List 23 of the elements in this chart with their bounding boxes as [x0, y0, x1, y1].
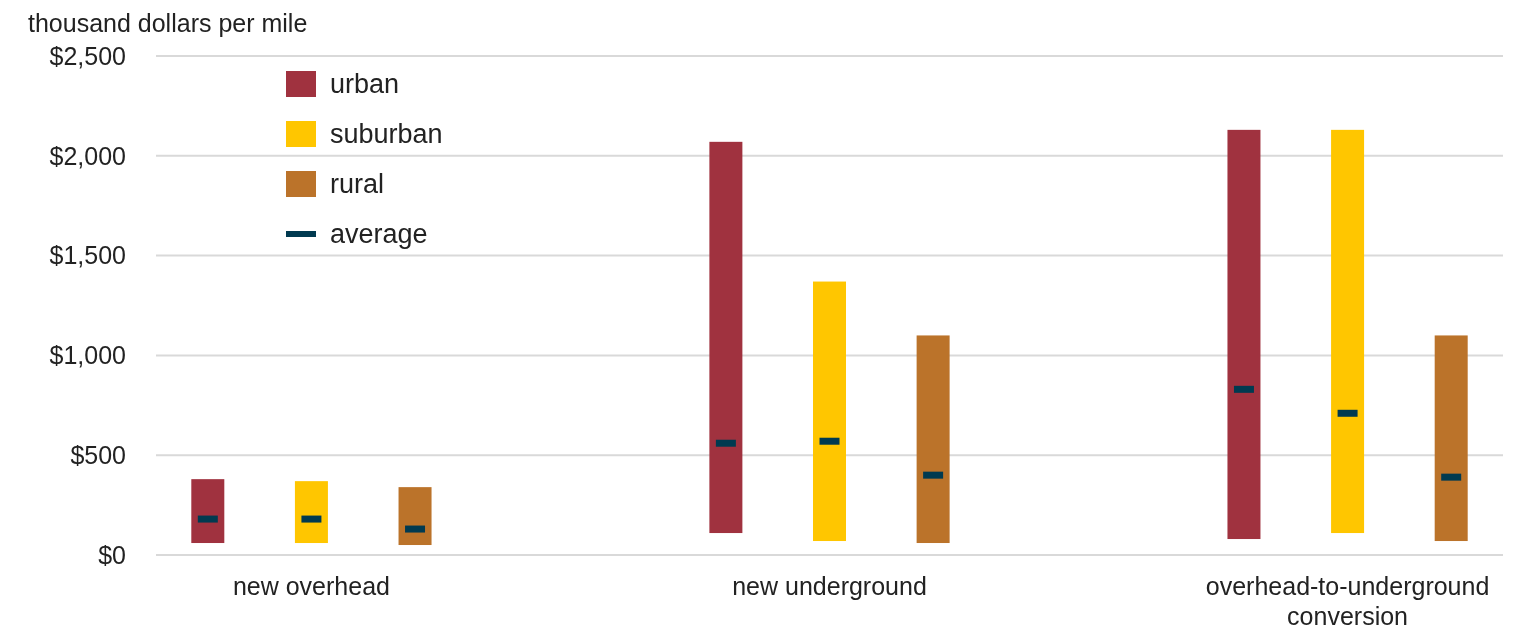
bar — [813, 281, 846, 542]
y-tick-label: $1,500 — [49, 241, 126, 270]
bar — [1227, 129, 1261, 540]
x-tick-label: new underground — [732, 572, 927, 600]
legend-label: suburban — [330, 119, 443, 150]
y-tick-label: $2,500 — [49, 41, 126, 70]
y-tick-label: $2,000 — [49, 141, 126, 170]
bar — [916, 335, 950, 544]
legend-label: average — [330, 219, 428, 250]
bar — [1434, 335, 1468, 542]
bar — [398, 487, 432, 546]
legend-label: rural — [330, 169, 385, 200]
x-tick-label: new overhead — [232, 572, 390, 600]
bar — [191, 479, 225, 544]
y-tick-label: $500 — [70, 440, 126, 469]
legend-label: urban — [330, 69, 400, 100]
y-axis-title: thousand dollars per mile — [28, 9, 308, 37]
bar — [709, 141, 743, 534]
bar — [1331, 129, 1365, 534]
y-tick-label: $0 — [98, 540, 126, 569]
y-tick-label: $1,000 — [49, 341, 126, 370]
x-tick-label: overhead-to-underground conversion — [1205, 572, 1490, 630]
bar — [294, 481, 328, 544]
